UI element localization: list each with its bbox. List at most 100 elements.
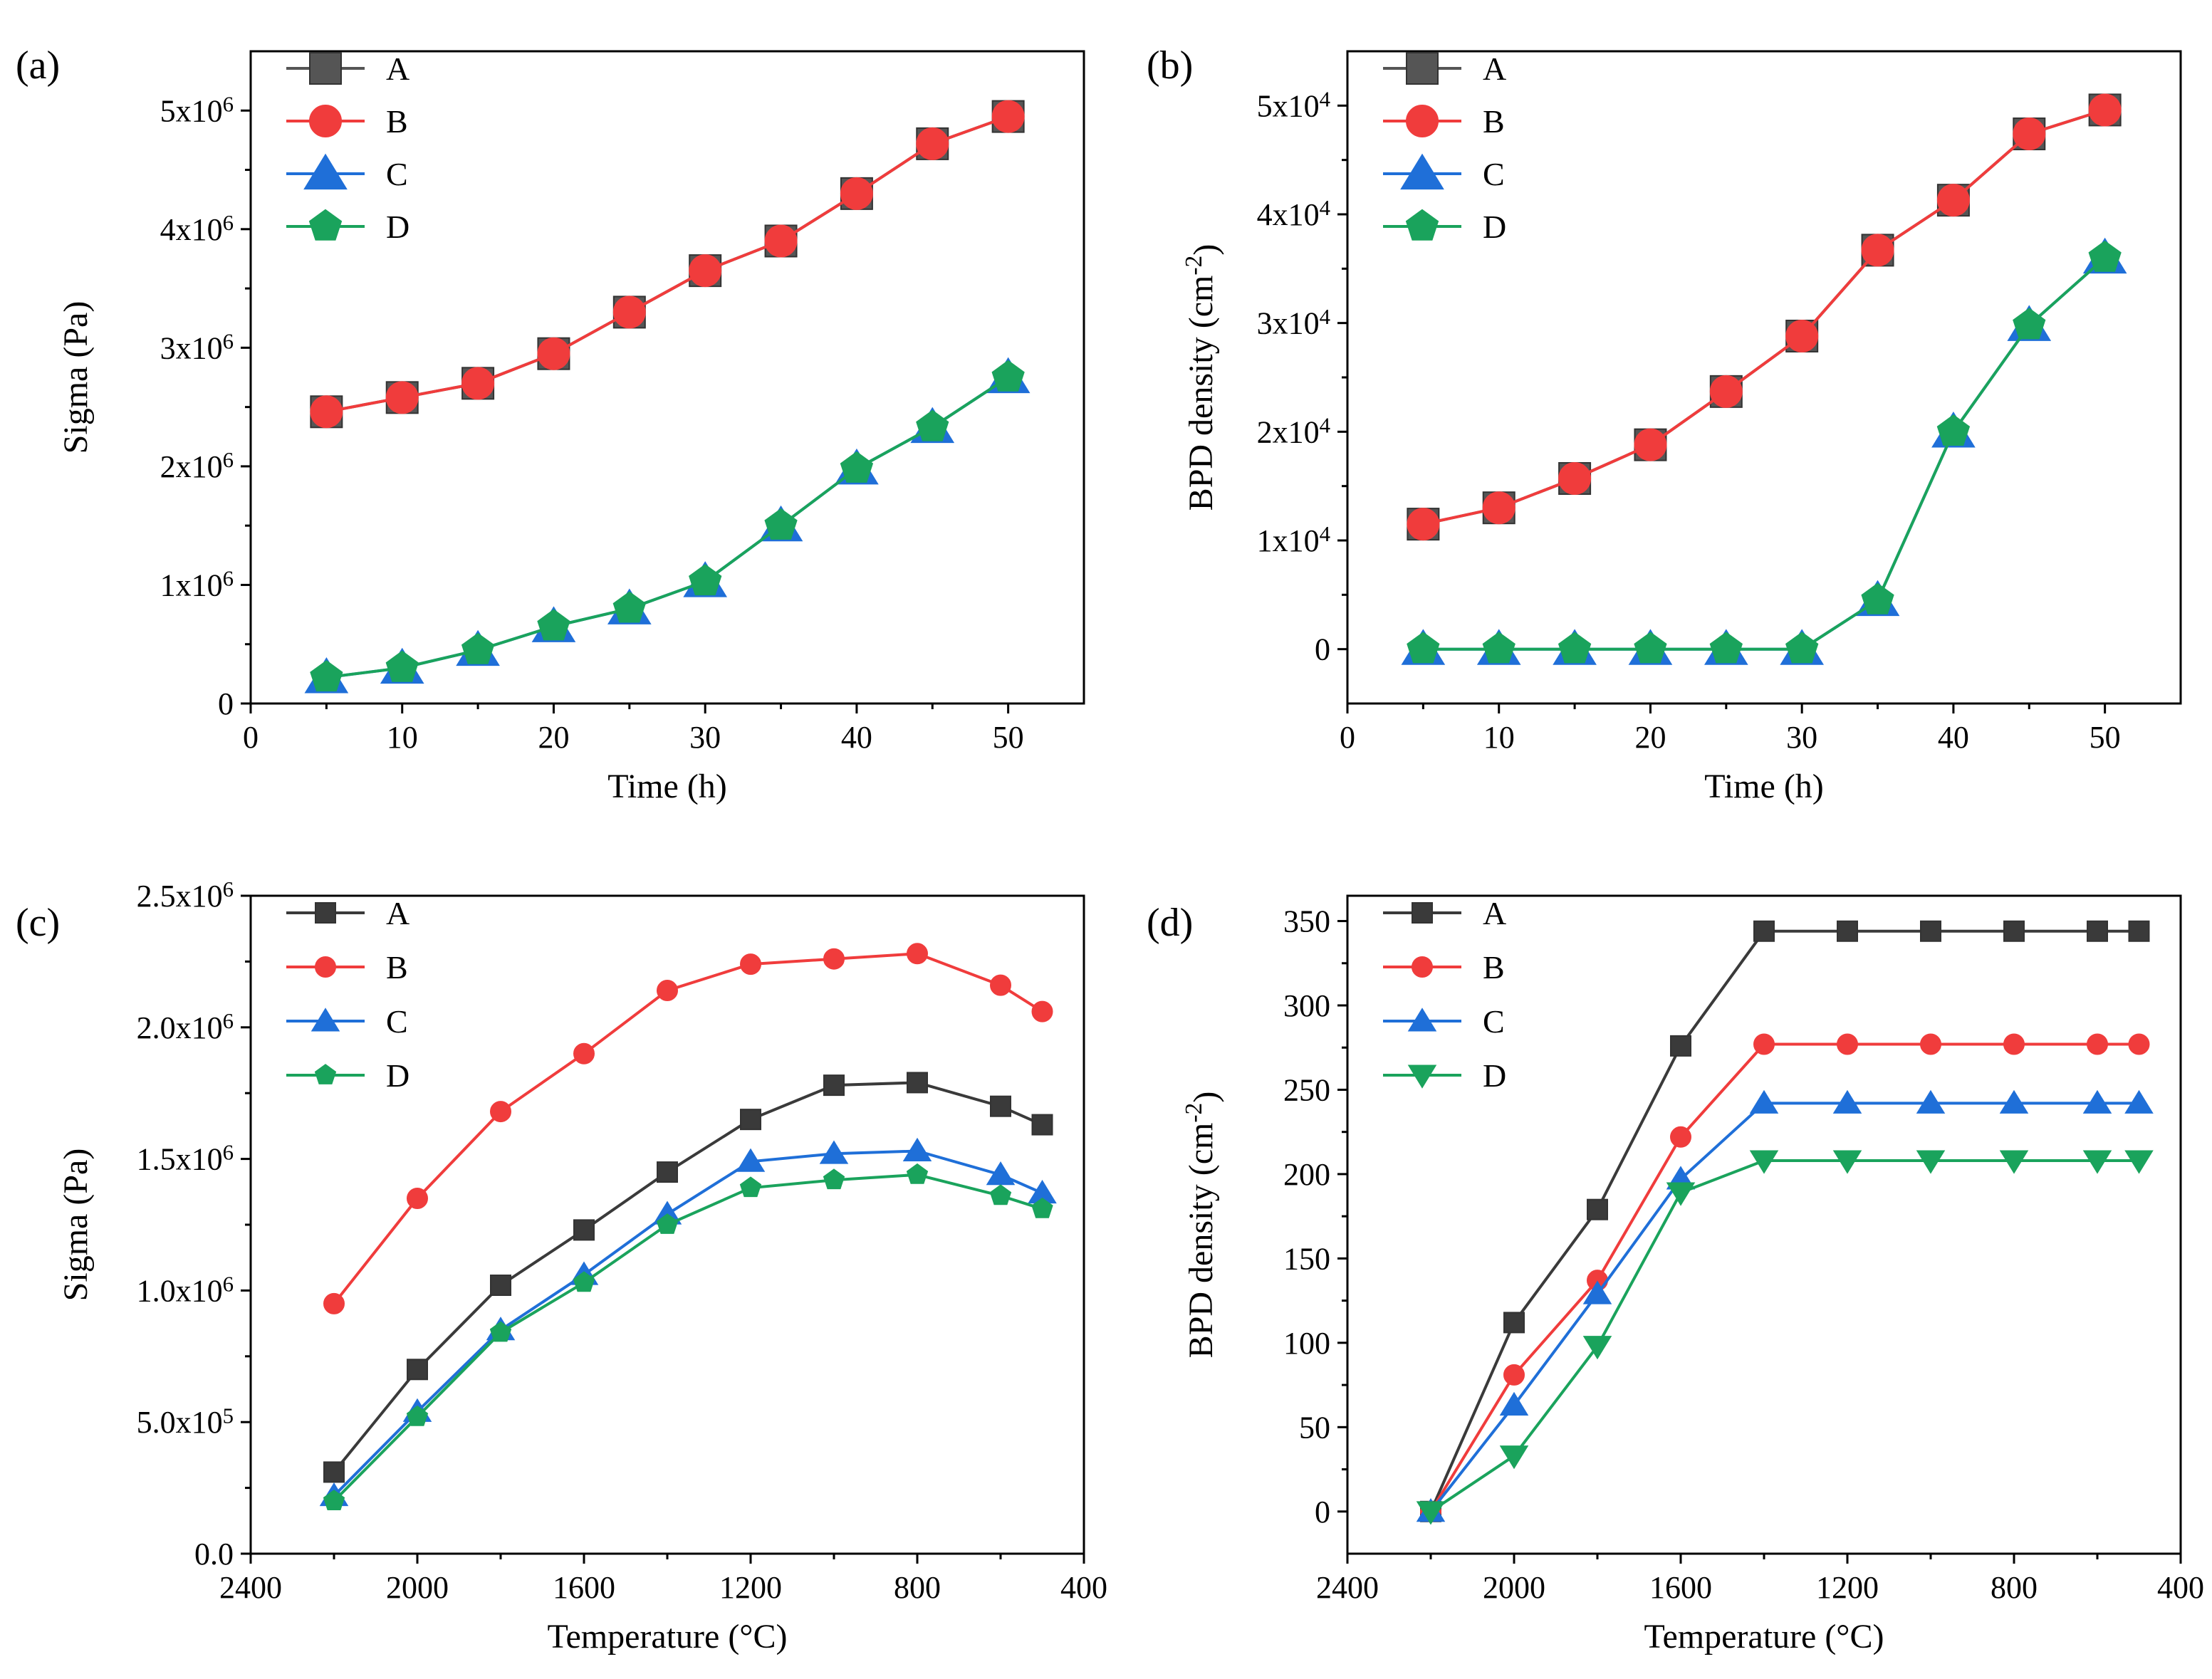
data-point [1861,582,1894,614]
data-point [1749,1089,1779,1114]
panel-b: (b) 0 10 20 30 40 50 0 1x104 2x104 3x104 4x104 5x104… [1147,43,2182,805]
data-point [1416,1501,1446,1525]
series-line [333,1081,1043,1473]
y-axis-title: BPD density (cm-2) [1181,1092,1225,1359]
y-axis-title: Sigma (Pa) [57,1149,95,1302]
data-point [407,1188,428,1210]
series-D [1416,1150,2154,1525]
series-B [310,100,1025,429]
x-tick-label: 10 [387,720,418,755]
data-point [1709,632,1743,664]
x-axis-title: Temperature (°C) [1644,1618,1884,1656]
series-line [1429,1102,2139,1513]
data-point [1482,491,1515,525]
data-point [823,1074,845,1097]
data-point [1785,319,1819,352]
data-point [1861,234,1894,267]
data-point [819,1140,849,1164]
panel-label: (a) [16,43,60,88]
data-point [1837,920,1858,942]
data-point [991,100,1025,133]
x-axis-title: Time (h) [607,768,727,805]
data-point [840,177,873,210]
legend-marker [309,52,342,85]
data-point [1785,632,1819,664]
y-tick-label: 2x106 [160,448,234,484]
series-line [326,376,1009,679]
plot-frame [249,50,1085,705]
data-point [689,254,722,288]
data-point [657,980,678,1002]
data-point [612,295,646,329]
data-point [1499,1445,1529,1470]
data-point [1936,184,1970,217]
series-line [333,952,1043,1305]
legend-label: D [1483,1057,1506,1094]
x-tick-label: 400 [1060,1570,1107,1605]
legend-marker [315,902,336,924]
legend-label: C [386,156,408,192]
data-point [1558,632,1592,664]
x-tick-label: 0 [243,720,259,755]
data-point [1936,414,1971,446]
y-tick-label: 2.0x106 [137,1009,234,1045]
y-tick-label: 100 [1283,1326,1330,1361]
legend-label: D [386,1057,409,1094]
data-point [1753,1033,1775,1055]
data-point [407,1359,428,1381]
series-line [1423,256,2106,651]
y-axis-title: Sigma (Pa) [57,301,95,454]
data-point [823,948,845,970]
data-point [1999,1089,2029,1114]
data-point [1920,920,1941,942]
legend-label: B [1483,949,1505,985]
data-point [739,1176,762,1198]
series-D [1407,240,2122,664]
data-point [1749,1150,1779,1174]
y-tick-label: 4x104 [1257,196,1330,232]
series-line [333,1173,1043,1502]
data-point [490,1275,511,1297]
y-tick-label: 5x104 [1257,87,1330,123]
y-tick-label: 350 [1283,904,1330,939]
data-point [764,508,798,540]
y-tick-label: 0 [1315,1495,1330,1529]
data-point [573,1042,595,1065]
x-tick-label: 20 [538,720,569,755]
x-tick-label: 2000 [1483,1570,1545,1605]
y-tick-label: 200 [1283,1157,1330,1192]
data-point [1482,632,1515,664]
legend-marker [1407,1008,1437,1032]
data-point [385,381,419,414]
data-point [916,409,949,441]
y-tick-label: 1.5x106 [137,1141,234,1177]
data-point [1407,632,1440,664]
series-line [326,376,1009,679]
legend-label: A [1483,51,1506,87]
y-tick-label: 1x104 [1257,522,1330,558]
series-D [310,360,1025,691]
series-A [1407,93,2122,541]
data-point [1582,1280,1612,1304]
x-tick-label: 1200 [719,1570,782,1605]
data-point [1499,1391,1529,1416]
x-tick-label: 1600 [553,1570,615,1605]
data-point [2087,1033,2108,1055]
legend-marker [315,956,336,978]
data-point [907,1072,928,1094]
data-point [310,660,343,691]
series-A [1420,920,2150,1522]
data-point [1709,375,1743,408]
legend-marker [308,209,343,241]
legend-marker [1407,1065,1437,1089]
data-point [657,1161,678,1183]
data-point [406,1405,429,1426]
data-point [1031,1197,1053,1218]
data-point [2013,308,2046,340]
series-line [1429,1042,2139,1512]
legend-marker [303,153,348,190]
legend-label: A [1483,895,1506,931]
x-axis-title: Time (h) [1704,768,1824,805]
y-tick-label: 1.0x106 [137,1272,234,1309]
